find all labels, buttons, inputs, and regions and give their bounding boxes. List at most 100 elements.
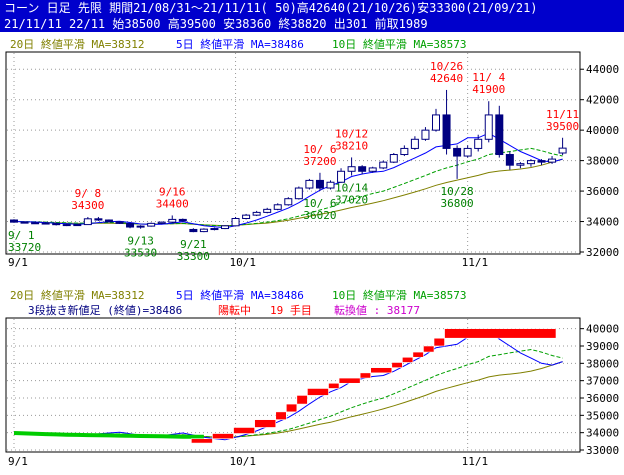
legend-ma10: 10日 終値平滑 MA=38573 [332, 37, 466, 51]
brick-up [444, 328, 557, 339]
y-tick-label: 34000 [586, 216, 619, 229]
brick-up [191, 438, 213, 444]
annotation-date: 9/13 [127, 235, 154, 248]
candle-up [368, 167, 377, 172]
candle-up [294, 187, 303, 200]
brick-up [285, 403, 298, 413]
candle-up [548, 158, 557, 163]
annotation-price: 34300 [71, 199, 104, 212]
brick-up [391, 362, 403, 368]
legend-ma5: 5日 終値平滑 MA=38486 [176, 37, 304, 51]
brick-up [412, 351, 424, 358]
candle-up [221, 225, 229, 230]
candle-up [421, 129, 430, 140]
y-tick-label: 34000 [586, 427, 619, 440]
legend-ma5: 5日 終値平滑 MA=38486 [176, 288, 304, 302]
y-tick-label: 38000 [586, 155, 619, 168]
three-line-break-y-axis: 33000 34000 35000 36000 37000 38000 39000 40000 [580, 323, 619, 457]
candle-down [178, 218, 187, 222]
y-tick-label: 40000 [586, 124, 619, 137]
x-tick-label: 10/1 [230, 256, 256, 269]
series-line-ma10 [13, 147, 563, 227]
candle-down [62, 224, 71, 227]
annotation-price: 33720 [8, 241, 41, 254]
legend-ma20: 20日 終値平滑 MA=38312 [10, 37, 144, 51]
candle-down [505, 154, 514, 166]
x-tick-label: 9/1 [8, 455, 28, 468]
candle-down [442, 114, 451, 149]
candle-up [147, 222, 156, 227]
three-line-break-plot-frame [5, 317, 581, 453]
brick-up [254, 419, 277, 428]
annotation-price: 37020 [335, 194, 368, 207]
brick-up [359, 372, 371, 379]
brick-up [433, 337, 445, 347]
y-tick-label: 42000 [586, 94, 619, 107]
candle-down [104, 219, 113, 223]
candle-up [474, 138, 483, 149]
brick-up [402, 356, 414, 363]
candlestick-series [10, 89, 567, 233]
y-tick-label: 39000 [586, 340, 619, 353]
candle-down [358, 166, 367, 172]
series-line-ma20 [13, 158, 563, 227]
brick-up [423, 345, 435, 353]
annotation-date: 10/12 [335, 127, 368, 140]
annotation-price: 41900 [472, 83, 505, 96]
annotation-date: 9/ 1 [8, 229, 35, 242]
candle-up [231, 217, 240, 227]
annotation-date: 10/28 [441, 185, 474, 198]
status-count: 19 手目 [270, 303, 312, 317]
three-line-break-panel: 33000 34000 35000 36000 37000 38000 39000 40000… [5, 288, 619, 468]
legend-ma10: 10日 終値平滑 MA=38573 [332, 288, 466, 302]
candle-down [31, 222, 40, 225]
brick-up [328, 382, 340, 389]
candle-up [558, 147, 567, 154]
candle-up [305, 179, 314, 189]
header-line-2: 21/11/11 22/11 始38500 高39500 安38360 終388… [0, 16, 624, 32]
candle-down [453, 147, 462, 157]
candle-up [199, 228, 208, 233]
candle-up [273, 204, 282, 210]
candle-down [537, 160, 546, 163]
y-tick-label: 36000 [586, 185, 619, 198]
y-tick-label: 40000 [586, 323, 619, 336]
brick-up [275, 411, 287, 420]
candle-up [210, 228, 219, 231]
candle-up [400, 147, 409, 156]
candle-up [73, 224, 82, 227]
x-tick-label: 10/1 [230, 455, 256, 468]
candle-down [10, 219, 18, 223]
candle-down [315, 179, 324, 189]
candle-up [410, 138, 419, 149]
annotation-price: 42640 [430, 72, 463, 85]
annotation-price: 37200 [303, 155, 336, 168]
annotation-date: 10/ 6 [303, 197, 336, 210]
header-title: コーン 日足 先限 期間21/08/31～21/11/11( 50)高42640… [4, 1, 538, 15]
annotation-price: 34400 [156, 197, 189, 210]
candlestick-x-axis: 9/1 10/1 11/1 [8, 256, 488, 269]
x-tick-label: 11/1 [462, 455, 489, 468]
brick-up [338, 377, 361, 384]
y-tick-label: 38000 [586, 357, 619, 370]
candle-up [252, 211, 261, 216]
candle-up [263, 208, 272, 213]
annotation-price: 33300 [177, 250, 210, 263]
candle-down [94, 218, 103, 221]
candle-up [284, 198, 293, 206]
candle-up [347, 166, 356, 172]
candle-up [484, 114, 493, 140]
header-line-1: コーン 日足 先限 期間21/08/31～21/11/11( 50)高42640… [0, 0, 624, 16]
annotation-date: 11/11 [546, 108, 579, 121]
brick-up [212, 433, 234, 440]
three-line-break-x-axis: 9/1 10/1 11/1 [8, 455, 488, 468]
annotation-price: 36800 [441, 197, 474, 210]
y-tick-label: 36000 [586, 392, 619, 405]
three-line-break-bricks [13, 328, 557, 444]
candle-up [157, 221, 166, 224]
candle-up [526, 160, 535, 165]
candle-down [126, 222, 135, 228]
status-reversal: 転換値 : 38177 [334, 304, 420, 317]
